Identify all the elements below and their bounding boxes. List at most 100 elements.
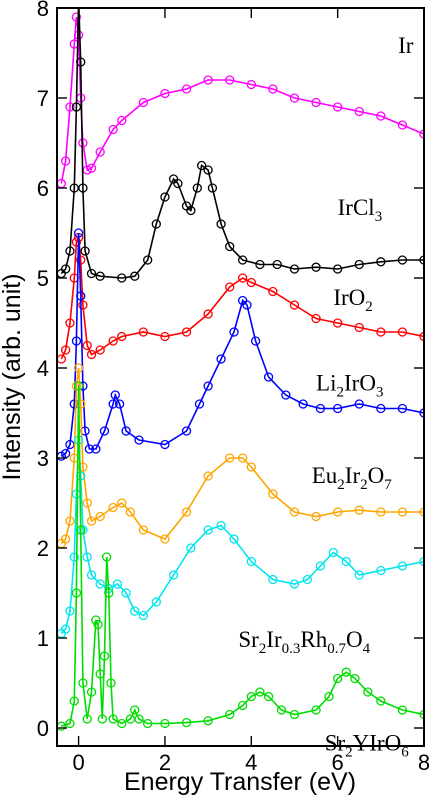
data-point [99,426,110,436]
data-point [160,718,170,729]
y-tick-label: 2 [37,536,49,561]
y-axis-title: Intensity (arb. unit) [0,273,26,480]
data-point [203,471,213,481]
data-point [354,259,364,270]
data-point [350,673,360,684]
data-point [311,262,321,272]
data-point [114,399,125,409]
data-point [78,300,88,310]
data-point [419,408,424,418]
data-point [160,88,170,99]
data-point [186,543,196,553]
data-point [130,705,140,715]
data-point [354,570,364,580]
data-point [69,696,79,706]
data-point [73,381,84,391]
data-point [397,120,408,130]
data-point [332,318,343,328]
data-point [298,399,308,409]
series-IrO2 [57,232,424,364]
x-tick-label: 8 [418,750,429,775]
data-point [332,403,343,414]
series-line [60,367,424,545]
data-point [95,271,105,281]
data-point [311,97,321,108]
data-point [354,399,364,409]
data-point [95,511,105,522]
data-point [203,525,213,535]
data-point [60,624,71,634]
series-line [60,234,424,360]
data-point [419,255,424,265]
data-point [69,552,79,562]
series-label: Sr2Ir0.3Rh0.7O4 [238,627,370,657]
data-point [82,498,92,508]
data-point [315,403,326,414]
data-point [86,516,97,526]
data-point [363,687,373,697]
x-tick-label: 0 [72,750,84,775]
data-point [354,106,364,117]
data-point [246,462,256,472]
data-point [238,700,248,711]
data-point [121,426,131,436]
data-point [108,502,118,513]
data-point [82,714,92,724]
data-point [108,714,118,724]
data-point [108,399,118,409]
data-point [263,691,274,702]
data-point [332,264,343,274]
data-point [397,403,408,414]
data-point [143,718,153,729]
data-point [65,606,75,616]
data-point [86,687,97,697]
data-point [112,579,123,589]
data-point [151,597,161,607]
data-point [117,498,127,508]
data-point [91,444,101,454]
data-point [272,259,282,270]
data-point [95,147,105,157]
data-point [78,462,88,472]
data-point [376,403,386,414]
data-point [95,669,105,679]
data-point [71,336,82,346]
data-point [76,255,86,265]
series-Eu2Ir2O7 [57,363,424,549]
plot-frame [56,7,425,747]
data-point [97,714,107,724]
data-point [192,183,202,193]
series-line [60,8,424,279]
data-point [246,79,256,90]
data-point [376,327,386,337]
data-point [173,178,183,189]
y-tick-label: 4 [37,356,49,381]
data-point [250,336,261,346]
data-point [99,651,110,661]
series-Ir [57,12,424,189]
data-point [104,588,114,598]
data-point [60,264,71,274]
data-point [216,520,226,531]
data-point [73,228,84,238]
data-point [125,507,136,517]
data-point [168,570,179,580]
data-point [160,331,170,342]
data-point [332,507,343,517]
series-label-layer: Ir IrCl3 IrO2 Li2IrO3 Eu2Ir2O7 Sr2Ir0.3Rh0.7O… [238,33,413,761]
data-point [91,615,101,625]
data-point [225,241,235,252]
data-point [76,525,86,535]
series-label: Ir [398,33,414,58]
data-point [225,709,235,720]
data-point [289,300,300,310]
data-point [225,75,235,85]
data-point [289,264,300,274]
data-point [341,667,351,677]
series-label: IrCl3 [338,195,383,225]
data-point [419,331,424,342]
data-point [117,115,127,126]
data-point [397,255,408,265]
x-tick-label: 6 [332,750,344,775]
data-point [160,192,170,202]
